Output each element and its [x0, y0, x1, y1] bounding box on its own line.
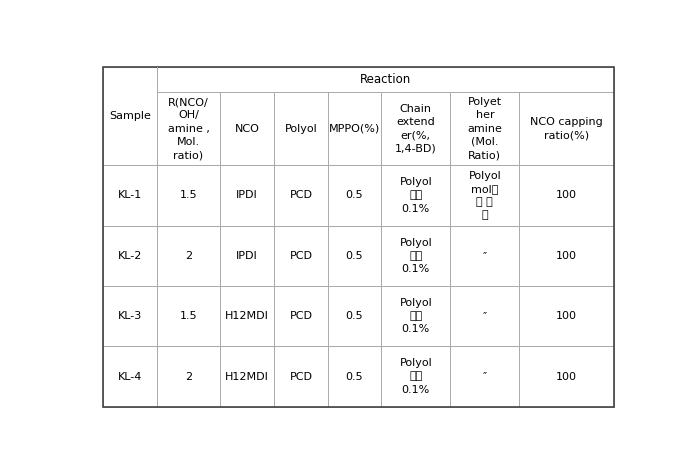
Bar — [157, 92, 221, 165]
Text: 0.5: 0.5 — [346, 372, 364, 381]
Text: PCD: PCD — [289, 311, 312, 321]
Text: KL-1: KL-1 — [117, 190, 142, 200]
Bar — [221, 92, 274, 165]
Text: NCO capping
ratio(%): NCO capping ratio(%) — [530, 117, 603, 140]
Text: MPPO(%): MPPO(%) — [329, 124, 380, 133]
Text: IPDI: IPDI — [237, 251, 258, 261]
Bar — [103, 346, 157, 407]
Bar — [450, 286, 519, 346]
Text: ″: ″ — [483, 372, 487, 381]
Text: KL-2: KL-2 — [117, 251, 142, 261]
Text: 0.5: 0.5 — [346, 311, 364, 321]
Bar — [103, 165, 157, 226]
Bar — [328, 286, 382, 346]
Bar — [328, 165, 382, 226]
Bar — [519, 346, 613, 407]
Bar — [221, 165, 274, 226]
Text: Polyol: Polyol — [285, 124, 317, 133]
Bar — [382, 165, 450, 226]
Text: KL-3: KL-3 — [117, 311, 142, 321]
Bar — [450, 165, 519, 226]
Bar — [450, 226, 519, 286]
Text: Polyol
대비
0.1%: Polyol 대비 0.1% — [400, 238, 432, 274]
Bar — [382, 346, 450, 407]
Text: Polyol
대비
0.1%: Polyol 대비 0.1% — [400, 359, 432, 395]
Bar — [274, 92, 328, 165]
Text: 0.5: 0.5 — [346, 251, 364, 261]
Text: KL-4: KL-4 — [117, 372, 142, 381]
Text: 100: 100 — [556, 251, 577, 261]
Bar — [519, 286, 613, 346]
Bar — [328, 92, 382, 165]
Bar — [519, 226, 613, 286]
Text: Polyol
mol수
와 동
일: Polyol mol수 와 동 일 — [468, 171, 501, 220]
Text: 2: 2 — [185, 372, 192, 381]
Bar — [221, 226, 274, 286]
Text: 100: 100 — [556, 190, 577, 200]
Bar — [157, 66, 613, 92]
Text: H12MDI: H12MDI — [226, 372, 269, 381]
Text: ″: ″ — [483, 311, 487, 321]
Bar — [382, 226, 450, 286]
Text: Chain
extend
er(%,
1,4-BD): Chain extend er(%, 1,4-BD) — [395, 104, 437, 153]
Text: H12MDI: H12MDI — [226, 311, 269, 321]
Bar — [274, 165, 328, 226]
Text: Reaction: Reaction — [359, 73, 411, 86]
Bar — [221, 286, 274, 346]
Bar — [382, 92, 450, 165]
Text: 1.5: 1.5 — [180, 190, 197, 200]
Text: Sample: Sample — [109, 111, 151, 121]
Bar — [328, 226, 382, 286]
Bar — [450, 346, 519, 407]
Bar — [274, 226, 328, 286]
Text: IPDI: IPDI — [237, 190, 258, 200]
Bar — [103, 66, 157, 165]
Text: Polyol
대비
0.1%: Polyol 대비 0.1% — [400, 298, 432, 334]
Bar — [157, 286, 221, 346]
Text: 1.5: 1.5 — [180, 311, 197, 321]
Text: ″: ″ — [483, 251, 487, 261]
Text: PCD: PCD — [289, 372, 312, 381]
Bar — [274, 346, 328, 407]
Text: 100: 100 — [556, 372, 577, 381]
Text: 100: 100 — [556, 311, 577, 321]
Bar — [450, 92, 519, 165]
Bar — [157, 346, 221, 407]
Bar — [221, 346, 274, 407]
Text: R(NCO/
OH/
amine ,
Mol.
ratio): R(NCO/ OH/ amine , Mol. ratio) — [167, 97, 210, 160]
Text: PCD: PCD — [289, 190, 312, 200]
Bar — [519, 165, 613, 226]
Text: 0.5: 0.5 — [346, 190, 364, 200]
Bar — [328, 346, 382, 407]
Bar — [157, 165, 221, 226]
Text: Polyol
대비
0.1%: Polyol 대비 0.1% — [400, 177, 432, 213]
Bar — [103, 286, 157, 346]
Text: NCO: NCO — [235, 124, 260, 133]
Text: PCD: PCD — [289, 251, 312, 261]
Bar — [519, 92, 613, 165]
Bar — [157, 226, 221, 286]
Bar — [103, 226, 157, 286]
Text: 2: 2 — [185, 251, 192, 261]
Bar — [382, 286, 450, 346]
Text: Polyet
her
amine
(Mol.
Ratio): Polyet her amine (Mol. Ratio) — [467, 97, 502, 160]
Bar — [274, 286, 328, 346]
